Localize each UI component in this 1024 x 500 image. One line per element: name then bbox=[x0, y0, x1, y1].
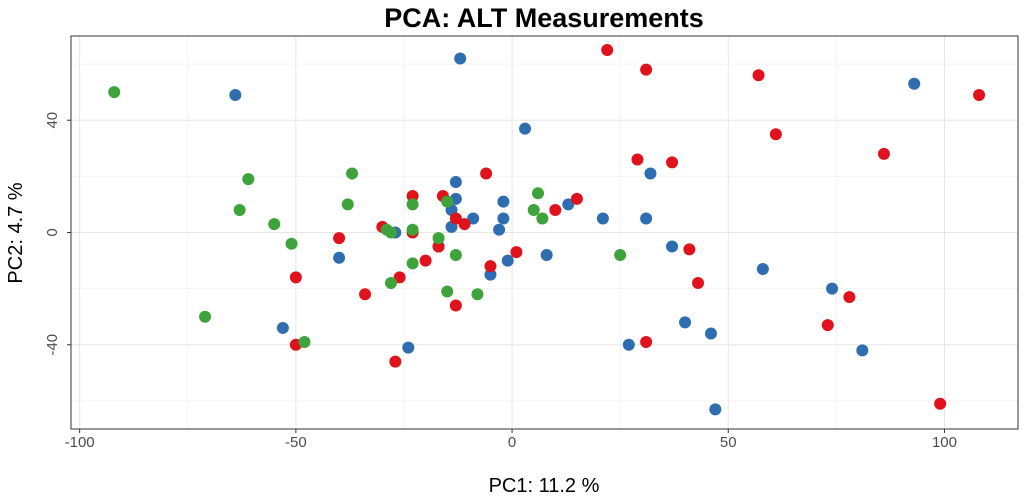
data-point-group-2 bbox=[843, 291, 856, 304]
data-point-group-2 bbox=[359, 288, 372, 301]
data-point-group-2 bbox=[449, 299, 462, 312]
data-point-group-1 bbox=[666, 240, 679, 253]
data-point-group-2 bbox=[877, 147, 890, 160]
y-axis-ticks: -40 0 40 bbox=[44, 112, 71, 356]
data-point-group-3 bbox=[268, 218, 281, 231]
data-point-group-1 bbox=[501, 254, 514, 267]
data-point-group-1 bbox=[276, 321, 289, 334]
data-point-group-3 bbox=[471, 288, 484, 301]
x-axis-ticks: -100 -50 0 50 100 bbox=[65, 429, 957, 451]
data-point-group-2 bbox=[666, 156, 679, 169]
data-point-group-2 bbox=[480, 167, 493, 180]
data-point-group-2 bbox=[432, 240, 445, 253]
y-tick-label: 0 bbox=[44, 228, 61, 236]
data-point-group-1 bbox=[709, 403, 722, 416]
data-point-group-2 bbox=[631, 153, 644, 166]
data-point-group-2 bbox=[484, 260, 497, 273]
data-point-group-1 bbox=[493, 223, 506, 236]
data-point-group-3 bbox=[233, 204, 246, 217]
data-point-group-1 bbox=[856, 344, 869, 357]
data-point-group-2 bbox=[510, 246, 523, 259]
chart-title: PCA: ALT Measurements bbox=[384, 3, 704, 33]
data-point-group-2 bbox=[289, 271, 302, 284]
data-point-group-2 bbox=[769, 128, 782, 141]
data-point-group-3 bbox=[341, 198, 354, 211]
data-point-group-1 bbox=[449, 175, 462, 188]
data-point-group-3 bbox=[285, 237, 298, 250]
y-tick-label: -40 bbox=[44, 334, 61, 356]
data-point-group-1 bbox=[908, 77, 921, 90]
data-point-group-2 bbox=[406, 190, 419, 203]
data-point-group-3 bbox=[199, 310, 212, 323]
y-tick-label: 40 bbox=[44, 112, 61, 129]
x-tick-label: 50 bbox=[720, 434, 737, 451]
data-point-group-2 bbox=[973, 88, 986, 101]
data-point-group-1 bbox=[333, 251, 346, 264]
data-point-group-2 bbox=[821, 319, 834, 332]
data-point-group-2 bbox=[458, 218, 471, 231]
data-point-group-3 bbox=[298, 335, 311, 348]
data-point-group-1 bbox=[454, 52, 467, 65]
major-gridlines bbox=[71, 36, 1018, 429]
data-point-group-1 bbox=[596, 212, 609, 225]
data-point-group-3 bbox=[108, 86, 121, 99]
data-point-group-2 bbox=[570, 192, 583, 205]
data-point-group-3 bbox=[406, 198, 419, 211]
data-point-group-3 bbox=[536, 212, 549, 225]
data-point-group-1 bbox=[562, 198, 575, 211]
data-point-group-2 bbox=[752, 69, 765, 82]
data-point-group-3 bbox=[432, 232, 445, 245]
data-points bbox=[108, 44, 986, 416]
data-point-group-1 bbox=[826, 282, 839, 295]
data-point-group-3 bbox=[384, 226, 397, 239]
data-point-group-3 bbox=[441, 195, 454, 208]
x-tick-label: -100 bbox=[65, 434, 95, 451]
data-point-group-1 bbox=[229, 88, 242, 101]
data-point-group-2 bbox=[934, 397, 947, 410]
data-point-group-3 bbox=[242, 173, 255, 186]
data-point-group-1 bbox=[640, 212, 653, 225]
data-point-group-1 bbox=[540, 248, 553, 261]
data-point-group-2 bbox=[640, 335, 653, 348]
x-tick-label: 100 bbox=[932, 434, 957, 451]
y-axis-title: PC2: 4.7 % bbox=[5, 182, 27, 283]
minor-gridlines bbox=[71, 36, 1018, 429]
data-point-group-3 bbox=[527, 204, 540, 217]
data-point-group-3 bbox=[532, 187, 545, 200]
data-point-group-3 bbox=[614, 248, 627, 261]
x-axis-title: PC1: 11.2 % bbox=[489, 475, 600, 497]
data-point-group-1 bbox=[679, 316, 692, 329]
data-point-group-1 bbox=[704, 327, 717, 340]
data-point-group-3 bbox=[406, 223, 419, 236]
data-point-group-1 bbox=[497, 212, 510, 225]
data-point-group-2 bbox=[549, 204, 562, 217]
data-point-group-1 bbox=[467, 212, 480, 225]
data-point-group-1 bbox=[622, 338, 635, 351]
data-point-group-1 bbox=[519, 122, 532, 135]
x-tick-label: -50 bbox=[285, 434, 307, 451]
data-point-group-2 bbox=[419, 254, 432, 267]
data-point-group-3 bbox=[346, 167, 359, 180]
data-point-group-3 bbox=[406, 257, 419, 270]
data-point-group-1 bbox=[497, 195, 510, 208]
data-point-group-1 bbox=[402, 341, 415, 354]
data-point-group-2 bbox=[640, 63, 653, 76]
data-point-group-3 bbox=[441, 285, 454, 298]
data-point-group-3 bbox=[384, 277, 397, 290]
data-point-group-2 bbox=[333, 232, 346, 245]
x-tick-label: 0 bbox=[508, 434, 516, 451]
data-point-group-2 bbox=[601, 44, 614, 57]
data-point-group-2 bbox=[393, 271, 406, 284]
data-point-group-3 bbox=[449, 248, 462, 261]
data-point-group-2 bbox=[692, 277, 705, 290]
data-point-group-1 bbox=[644, 167, 657, 180]
data-point-group-2 bbox=[683, 243, 696, 256]
data-point-group-2 bbox=[449, 212, 462, 225]
data-point-group-2 bbox=[389, 355, 402, 368]
data-point-group-1 bbox=[756, 262, 769, 275]
data-point-group-1 bbox=[484, 268, 497, 281]
